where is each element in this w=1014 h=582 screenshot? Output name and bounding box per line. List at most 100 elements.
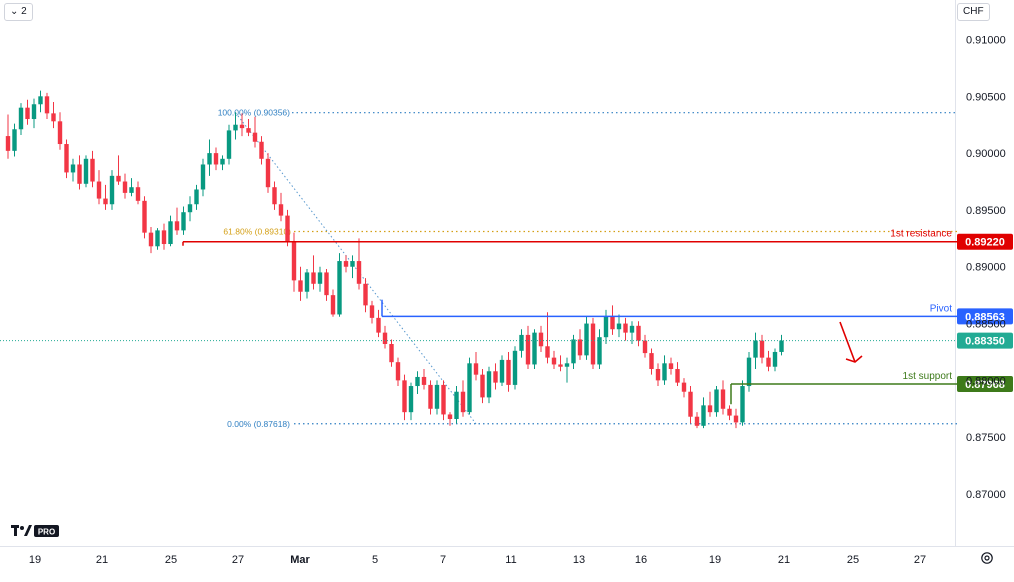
candle-body (597, 337, 602, 365)
candle-body (376, 317, 381, 333)
currency-label: CHF (963, 6, 984, 17)
candle-body (493, 371, 498, 383)
candle-body (317, 272, 323, 284)
time-tick-label: Mar (290, 554, 310, 566)
candle-body (57, 121, 63, 145)
candle-body (428, 384, 433, 409)
bearish-arrow-annotation[interactable] (839, 321, 863, 363)
candle-body (395, 362, 401, 381)
candle-body (779, 340, 784, 352)
candle-body (694, 416, 700, 426)
arrow-head (845, 355, 863, 363)
currency-button[interactable]: CHF (957, 3, 990, 21)
time-tick-label: 25 (847, 554, 859, 566)
candle-body (5, 136, 11, 151)
candle-body (129, 187, 134, 193)
candle-body (675, 368, 680, 383)
candle-body (96, 181, 102, 199)
candlestick-series (5, 90, 784, 429)
time-tick-label: 19 (709, 554, 721, 566)
level-resistance[interactable]: 1st resistance 0.89220 (183, 229, 1013, 250)
candle-body (161, 230, 167, 245)
level-support[interactable]: 1st support 0.87968 (731, 371, 1013, 392)
candle-body (454, 391, 459, 419)
candle-body (772, 351, 778, 367)
time-axis[interactable]: 19 21 25 27 Mar 5 7 11 13 16 19 21 25 27 (29, 554, 926, 566)
candle-body (207, 153, 212, 165)
candle-body (389, 344, 394, 363)
candle-body (272, 187, 277, 205)
candle-body (467, 363, 472, 413)
time-tick-label: 21 (778, 554, 790, 566)
candle-body (480, 374, 485, 398)
candle-body (83, 158, 89, 184)
settings-gear-icon[interactable] (980, 551, 994, 565)
candle-body (408, 386, 414, 413)
level-price-badge (957, 308, 1013, 325)
candle-body (545, 346, 550, 358)
candle-body (103, 198, 108, 205)
support-resistance-levels[interactable]: 1st resistance 0.89220 Pivot 0.88563 1st sup… (0, 229, 1013, 405)
level-label: 1st support (903, 371, 953, 382)
candle-body (77, 164, 82, 184)
candle-body (746, 357, 752, 387)
candle-body (213, 153, 219, 165)
candle-body (142, 200, 147, 233)
candle-body (252, 132, 258, 142)
candle-body (304, 272, 310, 292)
candle-body (226, 130, 232, 159)
candle-body (447, 414, 453, 419)
candle-body (25, 107, 30, 120)
level-price-badge (957, 375, 1013, 392)
candle-body (564, 363, 570, 367)
time-tick-label: 7 (440, 554, 446, 566)
candle-body (363, 283, 368, 306)
level-price-badge (957, 233, 1013, 250)
candle-body (311, 272, 316, 284)
candle-body (688, 391, 693, 417)
fib-level-label: 0.00% (0.87618) (227, 419, 290, 429)
last-price-marker[interactable]: 0.88350 (957, 332, 1013, 349)
candle-body (577, 339, 583, 356)
candle-body (194, 189, 199, 205)
candle-body (460, 391, 466, 413)
candle-body (525, 334, 531, 365)
price-tick-label: 0.88500 (966, 319, 1006, 331)
candle-body (174, 221, 180, 231)
candle-body (740, 386, 745, 423)
candle-body (720, 389, 726, 409)
candle-body (753, 340, 758, 358)
candle-body (766, 357, 771, 367)
svg-text:PRO: PRO (38, 528, 55, 537)
candle-body (187, 204, 193, 213)
time-tick-label: 21 (96, 554, 108, 566)
chevron-down-icon: ⌄ (10, 6, 19, 17)
candle-body (610, 316, 615, 330)
time-tick-label: 19 (29, 554, 41, 566)
candle-body (265, 158, 271, 188)
candle-body (707, 405, 713, 413)
candle-body (551, 357, 557, 365)
candle-body (499, 359, 505, 383)
time-tick-label: 27 (914, 554, 926, 566)
level-price-text: 0.89220 (965, 237, 1005, 249)
level-pivot[interactable]: Pivot 0.88563 (382, 303, 1013, 325)
interval-button[interactable]: ⌄ 2 (4, 3, 33, 21)
candle-body (200, 164, 206, 190)
price-axis[interactable]: 0.91000 0.90500 0.90000 0.89500 0.89000 0.885… (966, 35, 1006, 501)
candle-body (70, 164, 76, 173)
candle-body (636, 325, 641, 341)
candle-body (109, 175, 115, 205)
candle-body (473, 363, 479, 375)
candle-body (343, 261, 349, 267)
candle-body (44, 96, 50, 114)
candle-body (350, 261, 355, 267)
fibonacci-retracement[interactable]: 100.00% (0.90356) 61.80% (0.89310) 0.00% (… (218, 108, 958, 429)
time-tick-label: 16 (635, 554, 647, 566)
candle-body (246, 128, 251, 133)
price-tick-label: 0.88000 (966, 375, 1006, 387)
candle-body (727, 408, 732, 416)
candle-body (181, 212, 186, 231)
candle-body (31, 104, 37, 120)
